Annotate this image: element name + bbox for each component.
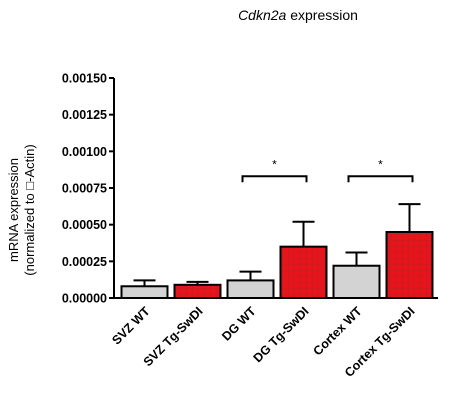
y-axis-title: mRNA expression (normalized to □-Actin) [6,144,37,275]
y-axis-title-line1: mRNA expression [6,158,21,262]
significance-bracket [241,175,308,183]
x-tick-label: SVZ WT [109,304,153,348]
bar [385,231,434,299]
x-tick-label: DG Tg-SwDI [251,304,312,365]
x-tick-label: Cortex WT [311,304,365,358]
y-tick-label: 0.00100 [62,145,107,159]
chart-title-gene: Cdkn2a [238,7,286,23]
significance-label: * [378,157,383,171]
bar [173,283,222,299]
y-tick-label: 0.00000 [62,292,107,306]
y-tick-label: 0.00050 [62,218,107,232]
bar [120,285,169,299]
x-tick-label: DG WT [219,304,259,344]
bar [332,264,381,300]
y-tick-label: 0.00125 [62,108,107,122]
bar [226,279,275,299]
y-tick-label: 0.00075 [62,182,107,196]
bar [279,245,328,300]
y-tick-label: 0.00150 [62,72,107,86]
significance-label: * [272,157,277,171]
significance-bracket [347,175,414,183]
chart-title: Cdkn2a expression [238,7,358,23]
y-tick-label: 0.00025 [62,255,107,269]
plot-area: 0.00000 0.00025 0.00050 0.00075 0.00100 0.001… [62,72,438,380]
chart-title-rest: expression [286,7,358,23]
y-axis-title-line2: (normalized to □-Actin) [22,144,37,275]
